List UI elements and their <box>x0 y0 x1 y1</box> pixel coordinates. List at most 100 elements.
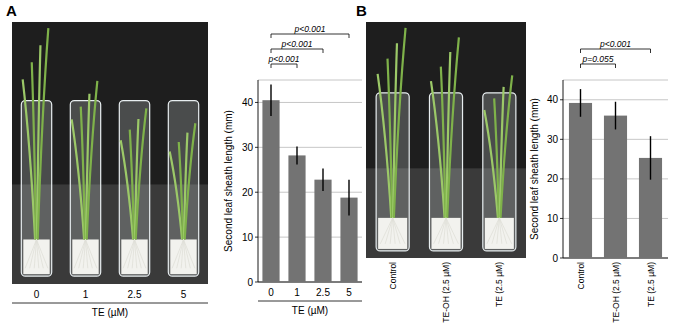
annotation: p<0.001 <box>281 39 313 49</box>
bracket <box>271 34 349 38</box>
agar <box>378 218 407 249</box>
tick-label: 0 <box>247 277 253 288</box>
root <box>79 239 86 268</box>
error-bar <box>296 146 297 164</box>
annotation: p=0.055 <box>582 54 614 64</box>
root <box>497 218 499 244</box>
root <box>444 218 446 244</box>
y-axis <box>258 80 259 282</box>
photo-label: 5 <box>181 289 187 300</box>
root <box>83 239 85 268</box>
error-bar <box>322 168 323 190</box>
photo <box>366 22 526 258</box>
tube <box>429 93 462 251</box>
category-label: Control <box>576 262 586 290</box>
tick-label: 0 <box>552 253 558 264</box>
bar <box>262 100 279 282</box>
y-label: Second leaf sheath length (mm) <box>529 98 540 240</box>
tick-label: 10 <box>547 213 559 224</box>
root <box>25 239 36 268</box>
marks <box>569 89 662 258</box>
category-label: 2.5 <box>316 287 330 298</box>
range-top <box>258 80 362 81</box>
tick-label: 20 <box>242 187 254 198</box>
annotation: p<0.001 <box>599 39 631 49</box>
root <box>123 239 134 268</box>
xlabel-rule <box>258 301 362 302</box>
category-label: 0 <box>268 287 274 298</box>
root <box>172 239 183 268</box>
leaf <box>441 67 446 218</box>
tick-label: 40 <box>242 97 254 108</box>
bracket <box>271 64 297 68</box>
leaf <box>87 81 98 239</box>
agar <box>431 218 460 249</box>
agar <box>121 239 147 274</box>
leaf <box>38 28 49 239</box>
root <box>487 218 499 244</box>
tube <box>168 101 198 277</box>
error-bar <box>650 136 651 180</box>
caption-rule <box>12 303 208 304</box>
figure: A 0 1 2.5 5 TE (µM) B Control TE-OH (2.5 µM) TE (… <box>0 0 680 326</box>
root <box>30 239 37 268</box>
root <box>393 218 405 244</box>
photo-label: 1 <box>83 289 89 300</box>
tube <box>119 101 149 277</box>
error-bar <box>615 102 616 130</box>
tick-label: 40 <box>547 94 559 105</box>
leaf <box>494 98 499 217</box>
tube <box>376 93 409 251</box>
leaf <box>447 37 459 217</box>
bar <box>604 116 627 258</box>
panel-label: A <box>6 2 17 19</box>
bar <box>288 155 305 282</box>
leaf <box>501 75 513 217</box>
root <box>439 218 446 244</box>
root <box>492 218 499 244</box>
y-label: Second leaf sheath length (mm) <box>223 110 234 252</box>
root <box>499 218 511 244</box>
root <box>446 218 458 244</box>
root <box>380 218 392 244</box>
leaf <box>81 107 85 240</box>
category-label: TE-OH (2.5 µM) <box>611 262 621 323</box>
bracket <box>581 64 616 68</box>
photo-caption: TE (µM) <box>92 307 128 318</box>
leaf <box>185 123 196 239</box>
bar <box>569 103 592 258</box>
tick-label: 20 <box>547 173 559 184</box>
root <box>434 218 446 244</box>
root <box>181 239 183 268</box>
tube <box>70 101 100 277</box>
photo-background <box>366 22 526 258</box>
root <box>37 239 48 268</box>
root <box>184 239 195 268</box>
tick-label: 30 <box>547 134 559 145</box>
leaf <box>394 28 406 218</box>
y-axis <box>563 80 564 258</box>
photo-label: TE-OH (2.5 µM) <box>441 262 451 323</box>
photo-label: TE (2.5 µM) <box>494 262 504 307</box>
annotation: p<0.001 <box>294 24 326 34</box>
root <box>74 239 85 268</box>
root <box>34 239 36 268</box>
root <box>385 218 392 244</box>
leaf <box>130 130 134 240</box>
photo-label: Control <box>388 262 398 290</box>
annotation: p<0.001 <box>268 54 300 64</box>
photo <box>12 22 208 284</box>
agar <box>170 239 196 274</box>
category-label: 5 <box>346 287 352 298</box>
photo-label: 2.5 <box>128 289 142 300</box>
leaf <box>179 142 183 239</box>
category-label: TE (2.5 µM) <box>646 262 656 307</box>
photo-background <box>12 22 208 284</box>
error-bar <box>270 84 271 115</box>
panel-label: B <box>356 2 367 19</box>
root <box>390 218 392 244</box>
bracket <box>271 49 323 53</box>
root <box>86 239 97 268</box>
marks <box>262 84 357 282</box>
root <box>177 239 184 268</box>
